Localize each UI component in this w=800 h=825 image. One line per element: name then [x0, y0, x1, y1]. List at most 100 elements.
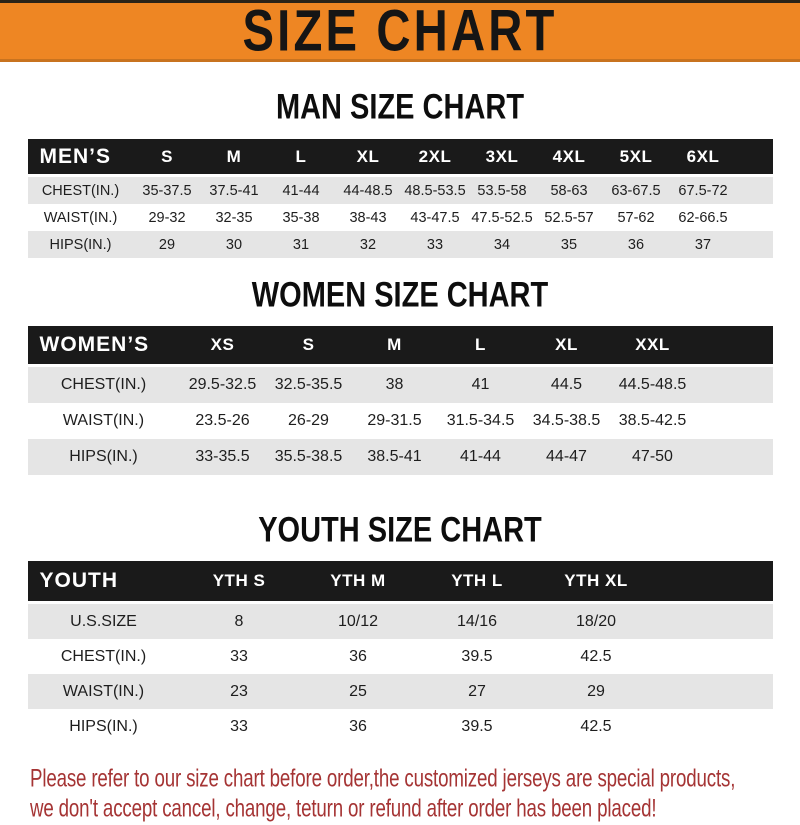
- table-header-men: MEN’S S M L XL 2XL 3XL 4XL 5XL 6XL: [27, 139, 773, 176]
- cell: 27: [468, 682, 486, 700]
- table-row: CHEST(IN.) 29.5-32.5 32.5-35.5 38 41 44.5 44.5…: [27, 365, 773, 404]
- cell: 29: [158, 236, 176, 253]
- footer-notice: Please refer to our size chart before or…: [0, 764, 800, 824]
- table-row: HIPS(IN.) 33-35.5 35.5-38.5 38.5-41 41-44 44-…: [27, 439, 773, 475]
- cell: 32.5-35.5: [274, 376, 343, 393]
- cell: 58-63: [550, 182, 588, 199]
- notice-line-1: Please refer to our size chart before or…: [30, 764, 736, 793]
- cell: 38-43: [349, 209, 387, 226]
- table-body-women: CHEST(IN.) 29.5-32.5 32.5-35.5 38 41 44.5 44.5…: [27, 365, 773, 475]
- header-filler: [695, 326, 773, 366]
- column-header: 3XL: [468, 139, 536, 176]
- cell: 29-31.5: [367, 412, 422, 429]
- row-filler: [656, 674, 773, 709]
- cell: 32: [359, 236, 377, 253]
- cell: 48.5-53.5: [404, 182, 466, 199]
- cell: 10/12: [337, 612, 379, 630]
- cell: 29.5-32.5: [188, 376, 257, 393]
- table-row: HIPS(IN.) 33 36 39.5 42.5: [28, 709, 773, 744]
- cell: 37.5-41: [209, 182, 259, 199]
- row-filler: [696, 366, 773, 404]
- cell: 36: [627, 236, 645, 253]
- cell: 38.5-42.5: [618, 412, 687, 429]
- cell: 36: [349, 717, 367, 735]
- column-header: 6XL: [669, 139, 737, 176]
- cell: 25: [349, 682, 367, 700]
- cell: 18/20: [575, 612, 617, 630]
- cell: 35-37.5: [142, 182, 192, 199]
- cell: 36: [349, 647, 367, 665]
- cell: 42.5: [580, 717, 612, 735]
- column-header: 2XL: [401, 139, 469, 176]
- row-filler: [656, 639, 773, 674]
- column-header: M: [200, 139, 268, 176]
- cell: 38.5-41: [367, 448, 422, 465]
- cell: 44-48.5: [343, 182, 393, 199]
- header-filler: [655, 561, 773, 603]
- section-youth: YOUTH SIZE CHART YOUTH YTH S YTH M YTH L YTH …: [0, 511, 800, 745]
- table-body-men: CHEST(IN.) 35-37.5 37.5-41 41-44 44-48.5 48.5…: [27, 175, 773, 258]
- cell: 52.5-57: [544, 209, 594, 226]
- section-title-men: MAN SIZE CHART: [275, 88, 525, 128]
- cell: 43-47.5: [410, 209, 460, 226]
- column-header: M: [351, 326, 438, 366]
- row-label: U.S.SIZE: [70, 612, 137, 630]
- header-row: YOUTH YTH S YTH M YTH L YTH XL: [27, 561, 773, 603]
- cell: 63-67.5: [611, 182, 661, 199]
- row-label: CHEST(IN.): [60, 647, 147, 665]
- cell: 47.5-52.5: [471, 209, 533, 226]
- row-label: CHEST(IN.): [41, 182, 120, 199]
- column-header: XS: [179, 326, 266, 366]
- cell: 35.5-38.5: [274, 448, 343, 465]
- cell: 38: [385, 376, 404, 393]
- row-label: HIPS(IN.): [69, 448, 138, 465]
- column-header: XL: [523, 326, 610, 366]
- section-men: MAN SIZE CHART MEN’S S M L XL 2XL 3XL 4XL 5XL 6XL C…: [0, 88, 800, 258]
- cell: 42.5: [580, 647, 612, 665]
- sections: MAN SIZE CHART MEN’S S M L XL 2XL 3XL 4XL 5XL 6XL C…: [0, 88, 800, 745]
- cell: 35: [560, 236, 578, 253]
- column-header: YTH M: [298, 561, 418, 603]
- table-row: WAIST(IN.) 29-32 32-35 35-38 38-43 43-47.5 47.…: [28, 204, 773, 231]
- cell: 33: [230, 717, 248, 735]
- cell: 34: [493, 236, 511, 253]
- table-header-women: WOMEN’S XS S M L XL XXL: [27, 326, 773, 366]
- cell: 32-35: [215, 209, 253, 226]
- column-header: 4XL: [535, 139, 603, 176]
- group-label-youth: YOUTH: [27, 561, 180, 603]
- row-filler: [737, 176, 773, 205]
- cell: 33: [230, 647, 248, 665]
- table-body-youth: U.S.SIZE 8 10/12 14/16 18/20 CHEST(IN.) 33 36 39…: [27, 602, 773, 745]
- column-header: L: [267, 139, 335, 176]
- banner-title: SIZE CHART: [242, 0, 558, 64]
- group-label-women: WOMEN’S: [27, 326, 180, 366]
- cell: 33-35.5: [195, 448, 250, 465]
- row-label: WAIST(IN.): [62, 412, 145, 429]
- column-header: S: [133, 139, 201, 176]
- section-title-youth: YOUTH SIZE CHART: [258, 511, 542, 551]
- header-filler: [736, 139, 773, 176]
- row-filler: [696, 403, 773, 439]
- cell: 29-32: [148, 209, 186, 226]
- table-header-youth: YOUTH YTH S YTH M YTH L YTH XL: [27, 561, 773, 603]
- cell: 39.5: [461, 647, 493, 665]
- table-row: U.S.SIZE 8 10/12 14/16 18/20: [27, 602, 773, 639]
- column-header: YTH S: [179, 561, 299, 603]
- cell: 26-29: [288, 412, 329, 429]
- cell: 23.5-26: [195, 412, 250, 429]
- table-row: CHEST(IN.) 35-37.5 37.5-41 41-44 44-48.5 48.5…: [27, 175, 773, 205]
- cell: 62-66.5: [678, 209, 728, 226]
- cell: 8: [234, 612, 244, 630]
- row-label: WAIST(IN.): [62, 682, 145, 700]
- table-row: WAIST(IN.) 23.5-26 26-29 29-31.5 31.5-34.5 34…: [28, 403, 773, 439]
- cell: 44.5: [550, 376, 583, 393]
- row-filler: [656, 709, 773, 744]
- cell: 57-62: [617, 209, 655, 226]
- notice-line-2: we don't accept cancel, change, teturn o…: [30, 794, 657, 823]
- header-row: MEN’S S M L XL 2XL 3XL 4XL 5XL 6XL: [27, 139, 773, 176]
- cell: 39.5: [461, 717, 493, 735]
- size-table-men: MEN’S S M L XL 2XL 3XL 4XL 5XL 6XL CHEST(IN.) 35-37…: [27, 139, 773, 258]
- row-label: CHEST(IN.): [60, 376, 147, 393]
- column-header: L: [437, 326, 524, 366]
